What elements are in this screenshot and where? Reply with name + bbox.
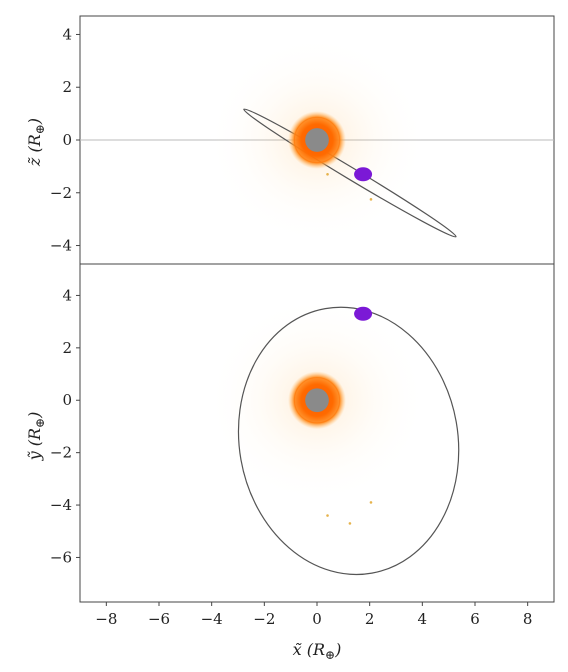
x-tick-label: 8 bbox=[523, 610, 533, 628]
y-tick-label: 2 bbox=[62, 78, 72, 96]
x-tick-label: 2 bbox=[365, 610, 375, 628]
x-tick-label: 6 bbox=[470, 610, 480, 628]
x-tick-label: 4 bbox=[418, 610, 428, 628]
debris-point bbox=[326, 172, 329, 176]
x-tick-label: −8 bbox=[95, 610, 117, 628]
y-tick-label: 0 bbox=[62, 391, 72, 409]
central-body-core bbox=[305, 388, 329, 413]
bottom-x-ticks: −8 −6 −4 −2 0 2 4 6 8 bbox=[95, 602, 532, 628]
x-axis-label: x̃ (R⊕) bbox=[293, 640, 342, 662]
x-tick-label: −2 bbox=[253, 610, 275, 628]
y-tick-label: 4 bbox=[62, 25, 72, 43]
satellite-point bbox=[354, 306, 373, 321]
debris-point bbox=[348, 522, 352, 525]
debris-point bbox=[369, 198, 373, 201]
y-tick-label: −2 bbox=[50, 444, 72, 462]
central-body-core bbox=[305, 128, 329, 152]
orbit-ellipse bbox=[237, 306, 460, 576]
bottom-plot-content bbox=[206, 295, 460, 576]
y-tick-label: 2 bbox=[62, 339, 72, 357]
x-tick-label: 0 bbox=[312, 610, 322, 628]
y-tick-label: −4 bbox=[50, 237, 72, 255]
top-y-axis-label: z̃ (R⊕) bbox=[25, 118, 47, 167]
bottom-panel: −6 −4 −2 0 2 4 −8 −6 −4 −2 0 2 4 6 8 ỹ (R⊕) x̃ (R⊕) bbox=[25, 263, 555, 662]
x-tick-label: −6 bbox=[148, 610, 170, 628]
orbit-ellipse bbox=[243, 108, 457, 238]
debris-point bbox=[326, 514, 329, 517]
y-tick-label: −4 bbox=[50, 496, 72, 514]
y-tick-label: 0 bbox=[62, 131, 72, 149]
y-tick-label: 4 bbox=[62, 286, 72, 304]
central-ring-edge bbox=[293, 377, 341, 424]
top-plot-content bbox=[80, 34, 554, 246]
top-y-ticks: −4 −2 0 2 4 bbox=[50, 25, 80, 255]
central-ring-edge bbox=[293, 116, 341, 164]
bottom-y-ticks: −6 −4 −2 0 2 4 bbox=[50, 286, 80, 566]
satellite-point bbox=[354, 167, 373, 182]
bottom-y-axis-label: ỹ (R⊕) bbox=[25, 412, 47, 462]
y-tick-label: −6 bbox=[50, 548, 72, 566]
top-panel: −4 −2 0 2 4 z̃ (R⊕) bbox=[25, 15, 555, 265]
debris-point bbox=[369, 501, 373, 504]
y-tick-label: −2 bbox=[50, 184, 72, 202]
x-tick-label: −4 bbox=[201, 610, 223, 628]
